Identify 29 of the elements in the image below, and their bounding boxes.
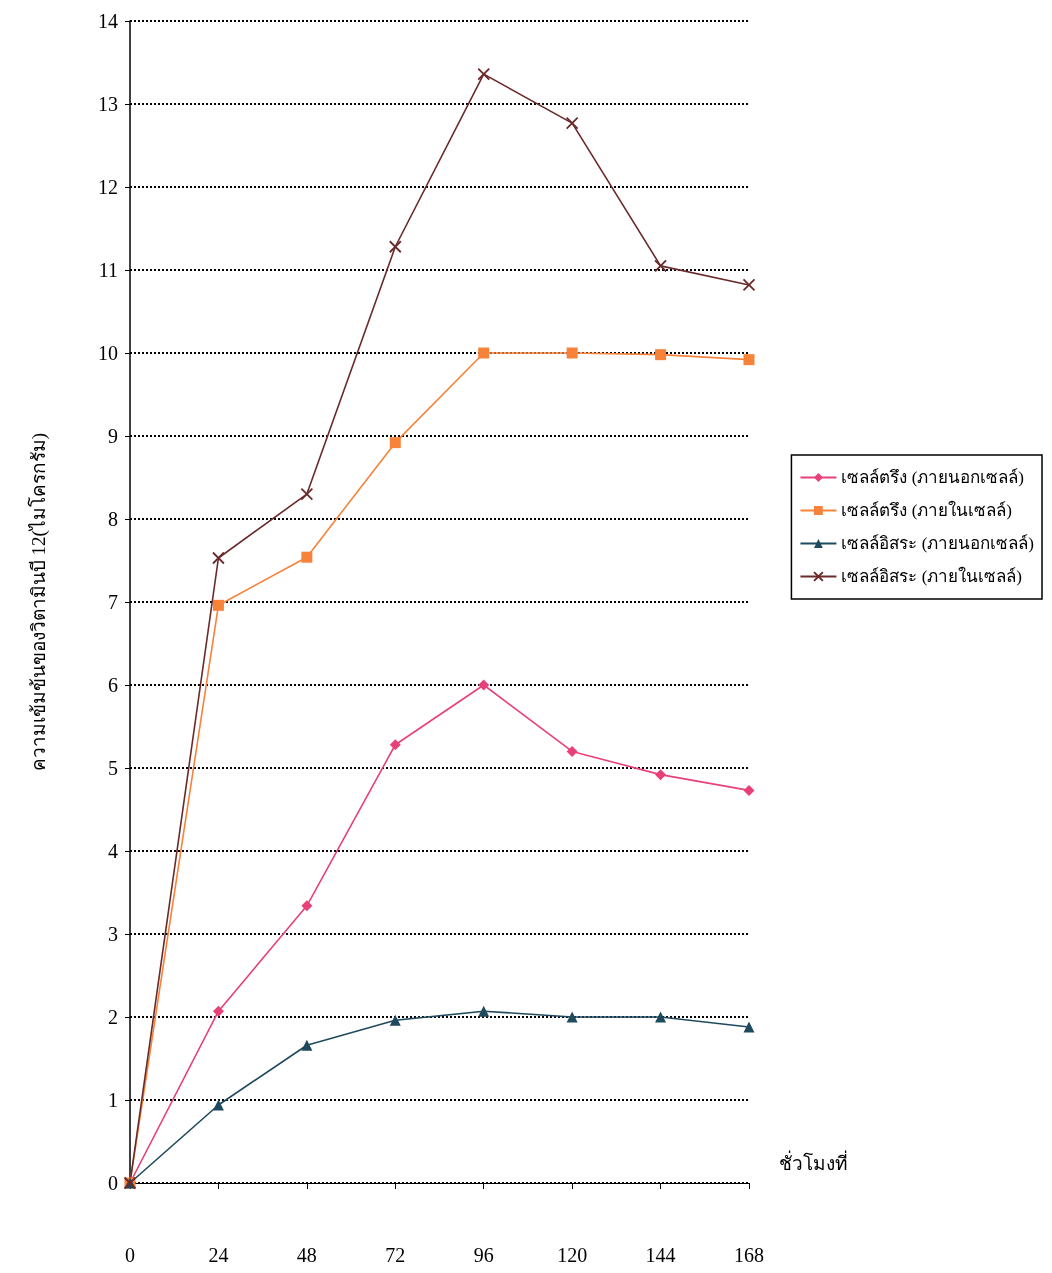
x-tick-label: 24: [208, 1244, 229, 1266]
y-tick-label: 9: [108, 425, 118, 447]
legend-label: เซลล์อิสระ (ภายนอกเซลล์): [841, 534, 1035, 553]
y-tick-label: 8: [108, 508, 118, 530]
y-tick-label: 5: [108, 757, 118, 779]
y-tick-label: 13: [98, 93, 118, 115]
x-tick-label: 0: [125, 1244, 135, 1266]
y-tick-label: 14: [98, 10, 118, 32]
legend-label: เซลล์ตรึง (ภายในเซลล์): [841, 500, 1013, 520]
y-tick-label: 2: [108, 1006, 118, 1028]
y-tick-label: 10: [98, 342, 118, 364]
x-tick-label: 48: [296, 1244, 317, 1266]
x-tick-label: 72: [385, 1244, 406, 1266]
x-tick-label: 168: [734, 1244, 764, 1266]
legend-label: เซลล์ตรึง (ภายนอกเซลล์): [841, 468, 1025, 487]
x-tick-label: 120: [557, 1244, 588, 1266]
y-tick-label: 0: [108, 1172, 118, 1194]
y-tick-label: 6: [108, 674, 118, 696]
y-tick-label: 7: [108, 591, 118, 613]
legend-label: เซลล์อิสระ (ภายในเซลล์): [841, 566, 1023, 586]
y-axis-title: ความเข้มข้นของวิตามินบี 12(ไมโครกรัม): [27, 432, 50, 772]
x-tick-label: 144: [645, 1244, 676, 1266]
y-tick-label: 12: [98, 176, 118, 198]
x-tick-label: 96: [473, 1244, 494, 1266]
x-axis-title: ชั่วโมงที่: [779, 1150, 848, 1174]
y-tick-label: 1: [108, 1089, 118, 1111]
y-tick-label: 11: [98, 259, 118, 281]
y-tick-label: 3: [108, 923, 118, 945]
y-tick-label: 4: [108, 840, 118, 862]
